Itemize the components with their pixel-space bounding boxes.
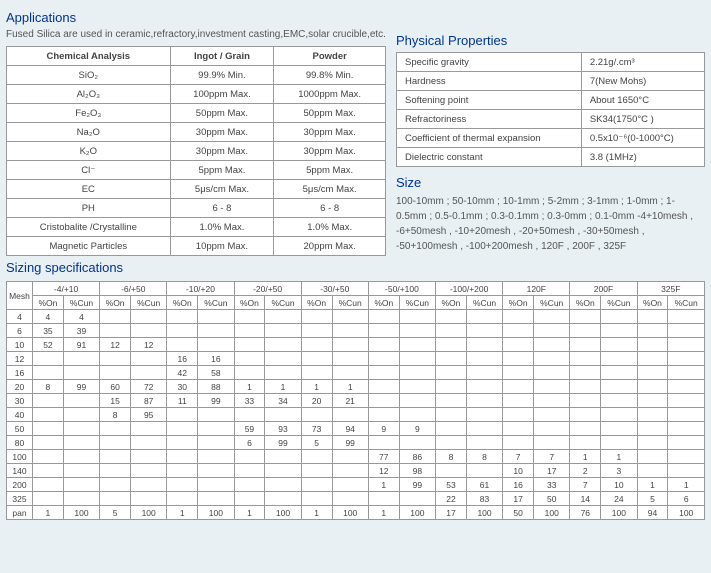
intro-text: Fused Silica are used in ceramic,refract… [6,29,386,40]
group-header: 120F [503,282,570,296]
sub-header: %On [33,296,64,310]
mesh-header: Mesh [7,282,33,310]
table-row: 121616 [7,352,705,366]
table-row: Na₂O30ppm Max.30ppm Max. [7,123,386,142]
table-row: 444 [7,310,705,324]
sub-header: %Cun [601,296,637,310]
group-header: -20/+50 [234,282,301,296]
table-row: EC5μs/cm Max.5μs/cm Max. [7,180,386,199]
group-header: -30/+50 [301,282,368,296]
table-row: 505993739499 [7,422,705,436]
group-header: -6/+50 [100,282,167,296]
sub-header: %On [368,296,399,310]
table-row: SiO₂99.9% Min.99.8% Min. [7,66,386,85]
table-row: 1007786887711 [7,450,705,464]
sub-header: %On [570,296,601,310]
table-row: Coefficient of thermal expansion0.5x10⁻⁶… [397,129,705,148]
size-text: 100-10mm ; 50-10mm ; 10-1mm ; 5-2mm ; 3-… [396,194,705,254]
sub-header: %Cun [466,296,502,310]
size-title: Size [396,175,705,190]
table-row: 2001995361163371011 [7,478,705,492]
sub-header: %Cun [534,296,570,310]
table-row: PH6 - 86 - 8 [7,199,386,218]
table-row: 40895 [7,408,705,422]
group-header: -50/+100 [368,282,435,296]
sub-header: %On [301,296,332,310]
sizing-title: Sizing specifications [6,260,705,275]
physical-title: Physical Properties [396,33,705,48]
physical-table: Specific gravity2.21g/.cm³Hardness7(New … [396,52,705,167]
table-row: K₂O30ppm Max.30ppm Max. [7,142,386,161]
table-row: Softening pointAbout 1650°C [397,91,705,110]
sub-header: %On [167,296,198,310]
table-row: Specific gravity2.21g/.cm³ [397,53,705,72]
sub-header: %Cun [265,296,301,310]
table-row: 20899607230881111 [7,380,705,394]
sub-header: %On [234,296,265,310]
sub-header: %On [100,296,131,310]
table-row: Cristobalite /Crystalline1.0% Max.1.0% M… [7,218,386,237]
table-row: 1401298101723 [7,464,705,478]
group-header: -10/+20 [167,282,234,296]
table-row: pan1100510011001100110011001710050100761… [7,506,705,520]
table-row: RefractorinessSK34(1750°C ) [397,110,705,129]
sub-header: %Cun [668,296,705,310]
sub-header: %On [436,296,467,310]
table-row: Fe₂O₃50ppm Max.50ppm Max. [7,104,386,123]
sub-header: %Cun [131,296,167,310]
table-row: 32522831750142456 [7,492,705,506]
group-header: 325F [637,282,704,296]
table-row: Cl⁻5ppm Max.5ppm Max. [7,161,386,180]
table-row: Al₂O₃100ppm Max.1000ppm Max. [7,85,386,104]
sub-header: %Cun [63,296,99,310]
table-row: 80699599 [7,436,705,450]
chemical-table: Chemical AnalysisIngot / GrainPowder SiO… [6,46,386,256]
table-row: 63539 [7,324,705,338]
sub-header: %Cun [399,296,435,310]
table-row: 164258 [7,366,705,380]
table-row: Dielectric constant3.8 (1MHz) [397,148,705,167]
sizing-table: Mesh-4/+10-6/+50-10/+20-20/+50-30/+50-50… [6,281,705,520]
chem-header: Powder [274,47,386,66]
table-row: Hardness7(New Mohs) [397,72,705,91]
sub-header: %On [503,296,534,310]
sub-header: %Cun [198,296,234,310]
sub-header: %On [637,296,668,310]
chem-header: Chemical Analysis [7,47,171,66]
sub-header: %Cun [332,296,368,310]
group-header: -4/+10 [33,282,100,296]
chem-header: Ingot / Grain [170,47,274,66]
table-row: 1052911212 [7,338,705,352]
group-header: 200F [570,282,637,296]
applications-title: Applications [6,10,705,25]
group-header: -100/+200 [436,282,503,296]
table-row: 301587119933342021 [7,394,705,408]
table-row: Magnetic Particles10ppm Max.20ppm Max. [7,237,386,256]
